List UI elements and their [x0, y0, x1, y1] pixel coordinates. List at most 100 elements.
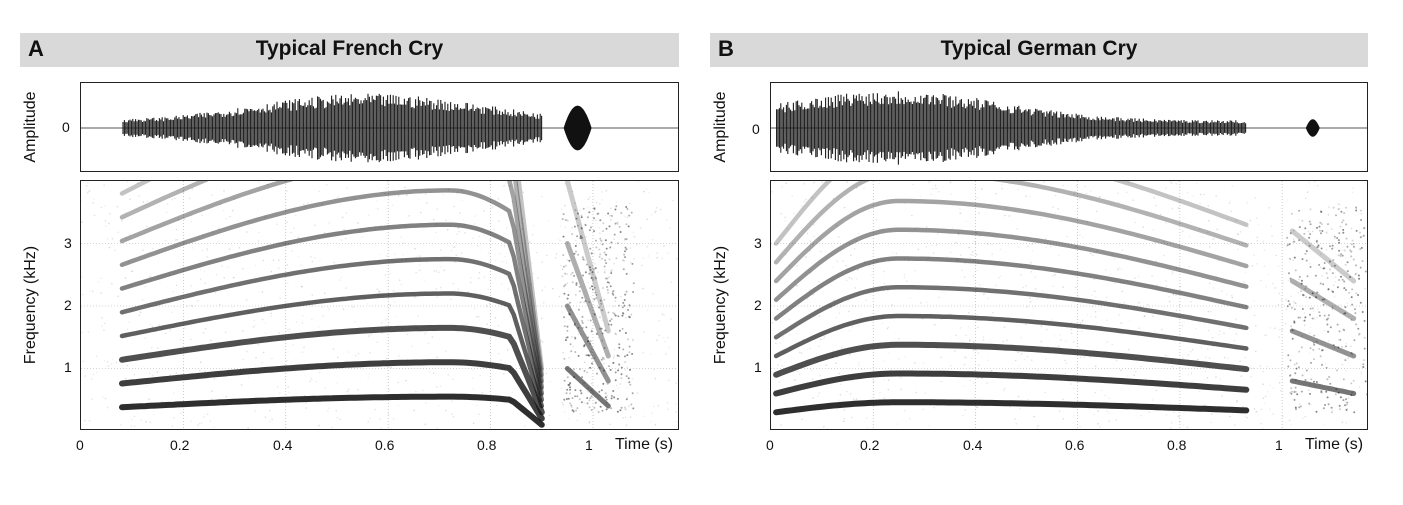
second-segment-speck — [589, 247, 592, 250]
noise-speck — [322, 315, 324, 318]
noise-speck — [400, 284, 403, 286]
second-segment-speck — [624, 256, 626, 259]
noise-speck — [608, 276, 610, 278]
second-segment-speck — [1351, 303, 1354, 306]
noise-speck — [1280, 299, 1283, 301]
second-segment-speck — [1350, 319, 1353, 321]
noise-speck — [436, 427, 438, 429]
noise-speck — [544, 286, 547, 288]
noise-speck — [1072, 387, 1075, 390]
noise-speck — [1235, 219, 1237, 222]
noise-speck — [537, 277, 539, 279]
second-segment-speck — [1343, 329, 1346, 332]
noise-speck — [387, 182, 389, 184]
noise-speck — [340, 239, 343, 241]
noise-speck — [805, 256, 807, 258]
second-segment-speck — [1343, 280, 1346, 283]
second-segment-speck — [627, 377, 630, 380]
noise-speck — [111, 237, 114, 240]
noise-speck — [920, 302, 922, 304]
second-segment-speck — [1355, 264, 1358, 267]
noise-speck — [492, 206, 494, 209]
noise-speck — [1026, 356, 1029, 358]
noise-speck — [883, 282, 886, 285]
noise-speck — [506, 349, 509, 351]
second-segment-speck — [1318, 263, 1321, 266]
second-segment-speck — [590, 330, 593, 333]
second-segment-speck — [601, 257, 603, 260]
noise-speck — [1204, 370, 1207, 373]
noise-speck — [1080, 330, 1083, 333]
noise-speck — [126, 364, 128, 367]
second-segment-speck — [1354, 312, 1357, 315]
second-segment-speck — [601, 409, 604, 412]
second-segment-speck — [1308, 402, 1311, 405]
second-segment-speck — [1349, 249, 1352, 252]
noise-speck — [1181, 324, 1184, 327]
noise-speck — [1127, 181, 1130, 183]
noise-speck — [597, 336, 600, 339]
noise-speck — [417, 315, 419, 317]
noise-speck — [576, 273, 579, 276]
noise-speck — [928, 181, 931, 182]
noise-speck — [376, 200, 378, 202]
noise-speck — [662, 336, 665, 339]
noise-speck — [587, 319, 589, 321]
noise-speck — [415, 271, 417, 274]
noise-speck — [1034, 276, 1036, 278]
noise-speck — [675, 411, 678, 413]
second-segment-speck — [1333, 235, 1336, 238]
second-segment-speck — [1301, 219, 1304, 222]
second-segment-speck — [581, 376, 584, 379]
noise-speck — [1152, 315, 1154, 317]
second-segment-speck — [579, 389, 582, 392]
noise-speck — [328, 222, 330, 224]
noise-speck — [1303, 324, 1306, 327]
noise-speck — [637, 181, 639, 182]
noise-speck — [81, 331, 83, 334]
noise-speck — [857, 364, 860, 367]
noise-speck — [975, 349, 978, 352]
noise-speck — [1181, 230, 1184, 232]
noise-speck — [568, 356, 570, 359]
noise-speck — [288, 391, 290, 393]
noise-speck — [95, 355, 98, 358]
noise-speck — [1203, 193, 1205, 196]
noise-speck — [600, 297, 602, 299]
noise-speck — [655, 206, 658, 209]
noise-speck — [500, 245, 503, 247]
second-segment-speck — [582, 207, 585, 210]
noise-speck — [1278, 336, 1280, 338]
noise-speck — [1166, 244, 1168, 246]
noise-speck — [1348, 298, 1351, 300]
noise-speck — [569, 313, 571, 316]
noise-speck — [367, 421, 370, 423]
second-segment-speck — [1309, 347, 1312, 350]
noise-speck — [806, 232, 809, 235]
second-segment-speck — [581, 236, 583, 239]
noise-speck — [1251, 265, 1254, 267]
noise-speck — [1331, 409, 1334, 412]
second-segment-speck — [1296, 393, 1299, 396]
noise-speck — [1052, 206, 1054, 208]
noise-speck — [366, 303, 369, 305]
noise-speck — [593, 252, 596, 255]
noise-speck — [616, 200, 618, 203]
noise-speck — [525, 269, 527, 272]
noise-speck — [1290, 328, 1293, 331]
second-segment-speck — [588, 211, 591, 214]
noise-speck — [1118, 267, 1121, 269]
noise-speck — [878, 182, 881, 185]
noise-speck — [457, 288, 460, 290]
noise-speck — [301, 314, 304, 317]
noise-speck — [1014, 359, 1017, 362]
noise-speck — [658, 334, 661, 337]
second-segment-speck — [601, 339, 604, 342]
noise-speck — [597, 385, 599, 387]
noise-speck — [1304, 415, 1307, 418]
noise-speck — [955, 334, 957, 337]
noise-speck — [269, 420, 271, 423]
second-segment-speck — [1298, 239, 1301, 242]
noise-speck — [1292, 238, 1295, 240]
second-segment-speck — [608, 281, 611, 284]
